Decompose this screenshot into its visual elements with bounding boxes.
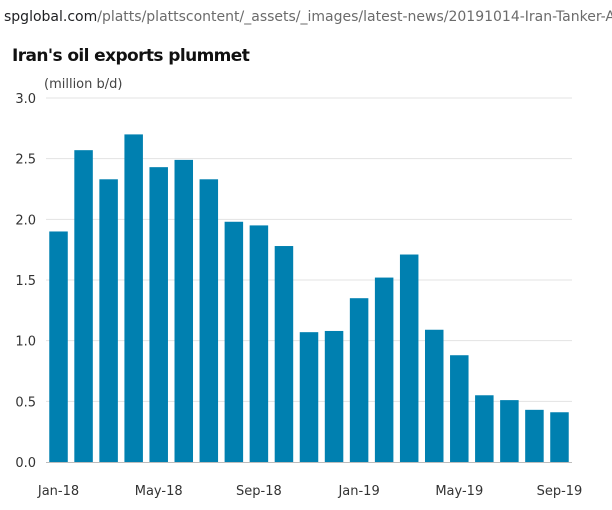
y-tick-label: 0.5 <box>15 395 36 410</box>
x-tick-label: Jan-19 <box>337 484 379 499</box>
bar-aug-19 <box>525 409 544 462</box>
bar-may-19 <box>450 355 469 462</box>
x-tick-label: Jan-18 <box>37 484 79 499</box>
y-axis-unit-label: (million b/d) <box>44 77 123 92</box>
bar-feb-19 <box>374 277 394 462</box>
x-axis-ticks: Jan-18 May-18 Sep-18 Jan-19 May-19 Sep-19 <box>37 484 582 499</box>
bar-jun-19 <box>475 395 494 462</box>
bar-mar-19 <box>399 254 419 462</box>
bar-apr-19 <box>424 329 444 462</box>
bar-sep-19 <box>550 412 569 462</box>
bar-nov-18 <box>299 332 319 462</box>
y-tick-label: 1.5 <box>15 274 36 289</box>
chart-title: Iran's oil exports plummet <box>12 46 250 66</box>
bar-dec-18 <box>324 330 344 462</box>
url-host: spglobal.com <box>4 9 98 25</box>
y-tick-label: 3.0 <box>15 92 36 107</box>
x-tick-label: May-18 <box>135 484 183 499</box>
bar-sep-18 <box>249 225 269 462</box>
x-tick-label: May-19 <box>435 484 483 499</box>
x-tick-label: Sep-18 <box>236 484 282 499</box>
address-bar[interactable]: spglobal.com/platts/plattscontent/_asset… <box>0 0 612 36</box>
y-tick-label: 0.0 <box>15 456 36 471</box>
bar-jan-19 <box>349 298 369 462</box>
bar-jul-19 <box>500 400 519 462</box>
bar-mar-18 <box>99 179 118 463</box>
url-path: /platts/plattscontent/_assets/_images/la… <box>97 9 612 25</box>
y-tick-label: 1.0 <box>15 335 36 350</box>
bars <box>49 134 569 463</box>
bar-jun-18 <box>174 159 194 462</box>
y-tick-label: 2.5 <box>15 153 36 168</box>
y-axis-ticks: 0.0 0.5 1.0 1.5 2.0 2.5 3.0 <box>15 92 36 471</box>
x-tick-label: Sep-19 <box>537 484 583 499</box>
bar-jul-18 <box>199 179 219 463</box>
bar-aug-18 <box>224 221 244 462</box>
bar-oct-18 <box>274 246 294 462</box>
bar-jan-18 <box>49 231 68 462</box>
bar-may-18 <box>149 167 168 462</box>
y-tick-label: 2.0 <box>15 213 36 228</box>
bar-apr-18 <box>124 134 143 462</box>
bar-feb-18 <box>74 150 93 463</box>
